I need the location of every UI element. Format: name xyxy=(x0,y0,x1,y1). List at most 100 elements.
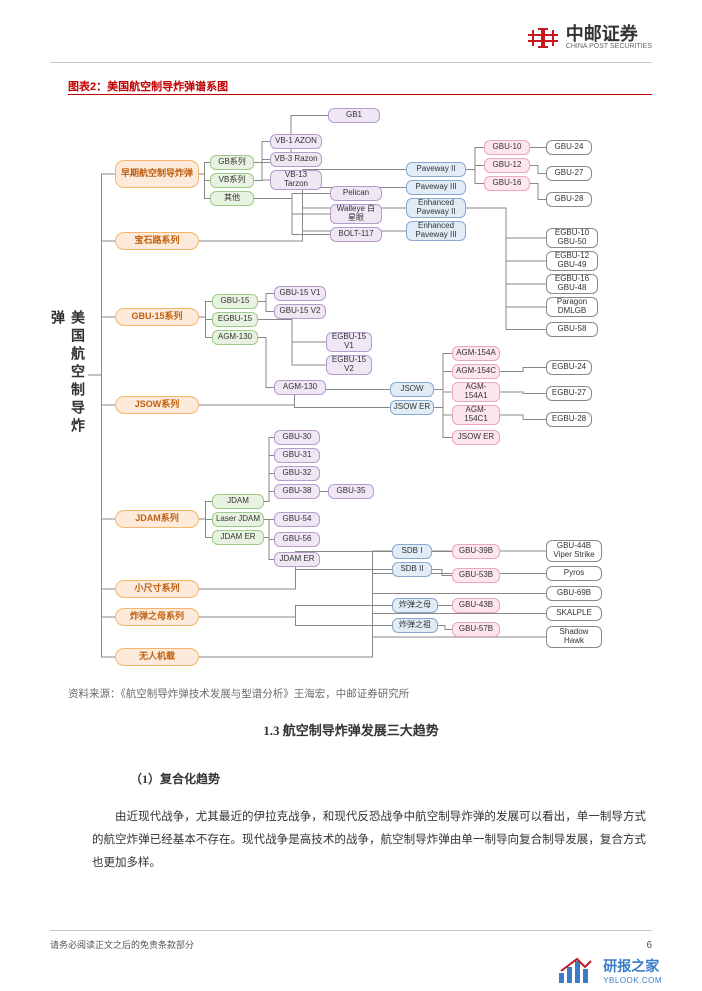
diagram-node: GBU-16 xyxy=(484,176,530,191)
diagram-node: EGBU-15 V1 xyxy=(326,332,372,352)
diagram-node: GBU-53B xyxy=(452,568,500,583)
diagram-node: AGM-154C1 xyxy=(452,405,500,425)
diagram-node: JSOW xyxy=(390,382,434,397)
diagram-edge xyxy=(264,538,274,560)
diagram-node: GBU-56 xyxy=(274,532,320,547)
diagram-edge xyxy=(199,637,546,657)
logo-icon xyxy=(526,24,560,52)
diagram-node: GB系列 xyxy=(210,155,254,170)
diagram-node: 小尺寸系列 xyxy=(115,580,199,598)
diagram-node: AGM-130 xyxy=(212,330,258,345)
diagram-edge xyxy=(199,606,392,618)
diagram-node: VB-1 AZON xyxy=(270,134,322,149)
diagram-node: Walleye 白星眼 xyxy=(330,204,382,224)
diagram-node: GBU-15 xyxy=(212,294,258,309)
diagram-node: GBU-39B xyxy=(452,544,500,559)
diagram-edge xyxy=(88,317,115,375)
diagram-node: AGM-130 xyxy=(274,380,326,395)
diagram-node: JSOW ER xyxy=(452,430,500,445)
diagram-node: GBU-57B xyxy=(452,622,500,637)
diagram-node: SDB II xyxy=(392,562,432,577)
diagram-node: Paveway II xyxy=(406,162,466,177)
sub-heading: （1）复合化趋势 xyxy=(130,770,220,787)
company-name-cn: 中邮证券 xyxy=(566,25,652,43)
genealogy-diagram: 美国航空制导炸弹早期航空制导炸弹宝石路系列GBU-15系列JSOW系列JDAM系… xyxy=(60,100,650,680)
figure-source-note: 资料来源：《航空制导炸弹技术发展与型谱分析》王海宏，中邮证券研究所 xyxy=(68,686,409,701)
diagram-node: EGBU-12 GBU-49 xyxy=(546,251,598,271)
page-number: 6 xyxy=(646,940,652,951)
diagram-edge xyxy=(500,392,546,394)
diagram-edge xyxy=(258,302,274,312)
page-root: 中邮证券 CHINA POST SECURITIES 图表2：美国航空制导炸弹谱… xyxy=(0,0,702,991)
diagram-node: GBU-15 V2 xyxy=(274,304,326,319)
diagram-edge xyxy=(199,163,210,175)
diagram-node: EGBU-10 GBU-50 xyxy=(546,228,598,248)
diagram-node: 炸弹之母系列 xyxy=(115,608,199,626)
diagram-node: JDAM系列 xyxy=(115,510,199,528)
diagram-node: GBU-43B xyxy=(452,598,500,613)
diagram-edge xyxy=(466,166,484,170)
diagram-node: VB-3 Razon xyxy=(270,152,322,167)
watermark-cn: 研报之家 xyxy=(603,956,662,976)
diagram-edge xyxy=(466,170,484,184)
diagram-node: EGBU-16 GBU-48 xyxy=(546,274,598,294)
diagram-node: GBU-69B xyxy=(546,586,602,601)
diagram-node: Enhanced Paveway II xyxy=(406,198,466,218)
diagram-node: EGBU-27 xyxy=(546,386,592,401)
diagram-edge xyxy=(88,375,115,657)
diagram-edge xyxy=(199,570,392,590)
diagram-node: JDAM ER xyxy=(274,552,320,567)
diagram-edge xyxy=(199,405,390,408)
diagram-node: 宝石路系列 xyxy=(115,232,199,250)
diagram-node: GBU-27 xyxy=(546,166,592,181)
diagram-node: GBU-24 xyxy=(546,140,592,155)
company-logo: 中邮证券 CHINA POST SECURITIES xyxy=(526,24,652,52)
diagram-node: GBU-15 V1 xyxy=(274,286,326,301)
diagram-edge xyxy=(434,408,452,438)
diagram-edge xyxy=(254,194,330,199)
diagram-node: Enhanced Paveway III xyxy=(406,221,466,241)
diagram-edge xyxy=(199,302,212,318)
diagram-node: GBU-10 xyxy=(484,140,530,155)
diagram-edge xyxy=(438,626,452,630)
diagram-node: GB1 xyxy=(328,108,380,123)
diagram-node: JDAM ER xyxy=(212,530,264,545)
diagram-node: SDB I xyxy=(392,544,432,559)
diagram-node: GBU-54 xyxy=(274,512,320,527)
diagram-node: AGM-154C xyxy=(452,364,500,379)
diagram-node: AGM-154A xyxy=(452,346,500,361)
diagram-node: GBU-38 xyxy=(274,484,320,499)
diagram-edge xyxy=(530,184,546,200)
section-title: 1.3 航空制导炸弹发展三大趋势 xyxy=(0,720,702,739)
diagram-node: GBU-31 xyxy=(274,448,320,463)
diagram-node: 早期航空制导炸弹 xyxy=(115,160,199,188)
diagram-node: GBU-30 xyxy=(274,430,320,445)
diagram-edge xyxy=(264,492,274,502)
diagram-edge xyxy=(500,368,546,372)
footer-divider xyxy=(50,930,652,931)
watermark-logo: 研报之家 YBLOOK.COM xyxy=(557,955,662,985)
company-name-en: CHINA POST SECURITIES xyxy=(566,43,652,51)
diagram-node: Shadow Hawk xyxy=(546,626,602,648)
diagram-edge xyxy=(434,372,452,390)
diagram-edge xyxy=(500,415,546,420)
diagram-edge xyxy=(254,199,330,235)
diagram-edge xyxy=(199,174,210,199)
figure-title-underline xyxy=(68,94,652,95)
diagram-edge xyxy=(258,294,274,302)
diagram-node: GBU-12 xyxy=(484,158,530,173)
diagram-node: JSOW系列 xyxy=(115,396,199,414)
figure-title: 图表2：美国航空制导炸弹谱系图 xyxy=(68,78,228,94)
watermark-en: YBLOOK.COM xyxy=(603,976,662,985)
diagram-node: GBU-44B Viper Strike xyxy=(546,540,602,562)
diagram-edge xyxy=(466,208,546,330)
diagram-node: EGBU-24 xyxy=(546,360,592,375)
diagram-node: 其他 xyxy=(210,191,254,206)
diagram-edge xyxy=(199,317,212,338)
footer-disclaimer: 请务必阅读正文之后的免责条款部分 xyxy=(50,938,194,951)
diagram-edge xyxy=(530,166,546,174)
diagram-node: 炸弹之母 xyxy=(392,598,438,613)
diagram-node: Paragon DMLGB xyxy=(546,297,598,317)
diagram-node: GBU-15系列 xyxy=(115,308,199,326)
diagram-edge xyxy=(432,570,452,576)
